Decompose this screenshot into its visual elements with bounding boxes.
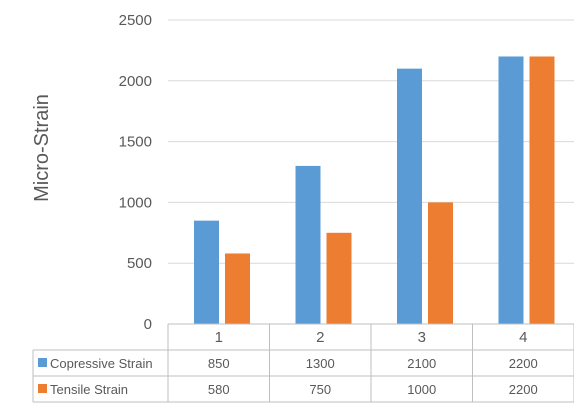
bar-compressive-2 <box>295 165 321 324</box>
bar-tensile-4 <box>529 56 555 324</box>
data-cell: 2100 <box>407 356 436 371</box>
data-cell: 850 <box>208 356 230 371</box>
bars <box>194 56 555 324</box>
y-tick-label: 2500 <box>119 12 152 29</box>
data-cell: 750 <box>309 382 331 397</box>
series-name: Tensile Strain <box>50 382 128 397</box>
data-table: 1 2 3 4 Copressive Strain 850 1300 2100 2200 Tens… <box>32 323 574 403</box>
data-cell: 1000 <box>407 382 436 397</box>
y-tick-labels: 0 500 1000 1500 2000 2500 <box>119 12 152 333</box>
data-cell: 2200 <box>509 356 538 371</box>
y-tick-label: 1000 <box>119 194 152 211</box>
bar-tensile-1 <box>225 253 250 324</box>
y-tick-label: 2000 <box>119 73 152 90</box>
series-name: Copressive Strain <box>50 356 153 371</box>
category-label: 3 <box>418 329 426 346</box>
data-cell: 1300 <box>306 356 335 371</box>
bar-compressive-3 <box>397 68 422 324</box>
category-label: 4 <box>519 329 527 346</box>
category-label: 2 <box>316 329 324 346</box>
y-tick-label: 500 <box>127 255 152 272</box>
y-axis-label: Micro-Strain <box>31 94 53 202</box>
bar-tensile-2 <box>326 232 352 324</box>
data-cell: 2200 <box>509 382 538 397</box>
bar-compressive-4 <box>498 56 524 324</box>
legend-swatch <box>38 358 47 367</box>
data-cell: 580 <box>208 382 230 397</box>
category-label: 1 <box>215 329 223 346</box>
y-tick-label: 1500 <box>119 134 152 151</box>
y-tick-label: 0 <box>144 316 152 333</box>
bar-compressive-1 <box>194 220 219 324</box>
legend-swatch <box>38 384 47 393</box>
bar-tensile-3 <box>428 202 453 324</box>
